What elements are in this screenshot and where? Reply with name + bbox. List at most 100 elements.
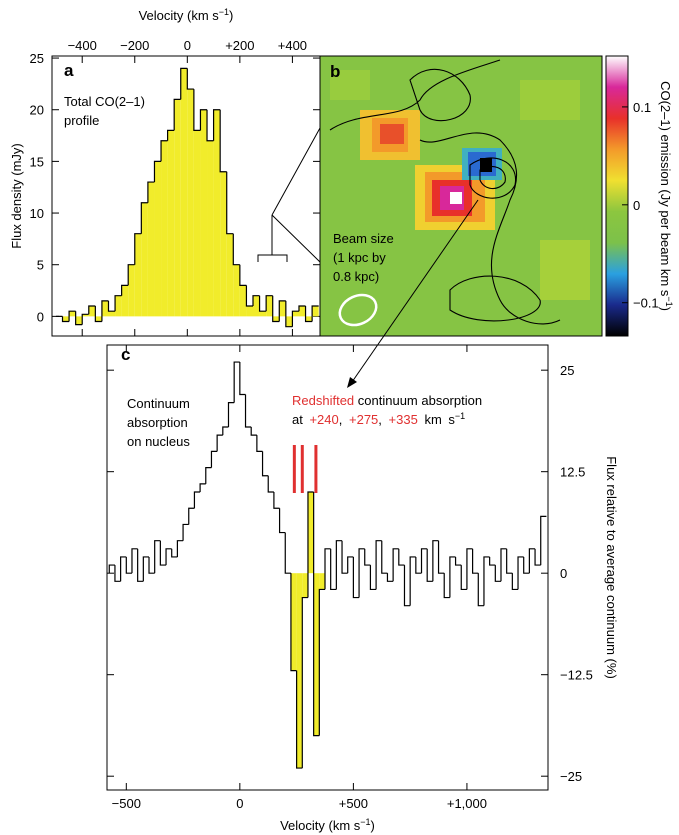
y-tick-label: 0 [560,566,567,581]
bar-outline [325,549,331,590]
y-tick-label: 5 [37,258,44,273]
bar-outline [302,598,308,769]
bar [207,141,214,317]
text-part: −1 [455,411,465,421]
bar-outline [353,557,359,598]
y-tick-label: 15 [30,154,44,169]
bar-outline [501,549,507,581]
bar-outline [348,557,354,573]
bar-outline [132,549,138,573]
bar-outline [433,541,439,582]
bar-outline [422,549,428,573]
annotation: 0.8 kpc) [333,269,379,284]
bar [141,203,148,317]
bar [308,492,314,573]
bar-outline [187,68,194,89]
bar-outline [240,265,247,286]
bar-outline [160,541,166,565]
bar [108,311,115,316]
bar-outline [404,565,410,606]
bar [297,573,303,768]
bar-outline [280,508,286,532]
bar [135,234,142,317]
bar-outline [387,573,393,581]
bar-outline [211,451,217,467]
bar [200,110,207,317]
bar-outline [393,549,399,581]
text-part: km s [418,412,456,427]
bar-outline [518,557,524,589]
panel-letter: a [64,61,74,80]
bar-outline [263,451,269,475]
bar [128,265,135,317]
bar-outline [416,557,422,573]
x-tick-label: 0 [184,38,191,53]
colorbar-tick-label: −0.1 [633,296,659,311]
annotation: absorption [127,415,188,430]
bar [115,296,122,317]
bar-outline [399,549,405,565]
bar-outline [172,549,178,557]
arrow-head [347,377,357,388]
bar [260,311,267,316]
y-axis-title: Flux density (mJy) [9,143,24,248]
bar-outline [189,508,195,524]
bar [220,172,227,317]
text-part: , [339,412,349,427]
bar-outline [240,362,246,394]
colorbar-tick-label: 0 [633,198,640,213]
bar-outline [260,296,267,311]
x-axis-title: Velocity (km s−1) [139,7,234,23]
bar [312,306,319,316]
bar-outline [319,589,325,735]
bar-outline [461,565,467,589]
bar-outline [183,524,189,540]
annotation: (1 kpc by [333,250,386,265]
bar-outline [524,557,530,573]
bar [266,296,273,317]
absorption-title: Redshifted continuum absorption [292,393,482,408]
bar [279,301,286,316]
y-tick-label: −12.5 [560,668,593,683]
bar-outline [359,549,365,598]
bar-outline [121,557,127,581]
bar-outline [143,557,149,581]
bar [286,316,293,326]
bar [187,89,194,316]
bar-outline [365,549,371,565]
text-part: ) [371,818,375,833]
y-tick-label: −25 [560,769,582,784]
bar [306,316,313,321]
bar-outline [450,557,456,598]
text-part: at [292,412,309,427]
bar-outline [149,557,155,573]
x-tick-label: −400 [68,38,97,53]
x-tick-label: −200 [120,38,149,53]
text-part: Redshifted [292,393,354,408]
connector [258,128,320,262]
colorbar [606,56,628,336]
text-part: , [378,412,388,427]
y-tick-label: 10 [30,206,44,221]
x-tick-label: +500 [339,796,368,811]
bar-outline [331,549,337,590]
text-part: −1 [664,296,674,306]
bar-outline [233,234,240,265]
co-map [320,56,602,336]
bar [168,130,175,316]
bar-outline [155,541,161,573]
bar [148,182,155,316]
x-tick-label: +400 [278,38,307,53]
x-tick-label: +1,000 [447,796,487,811]
x-axis-title: Velocity (km s−1) [280,817,375,833]
annotation: on nucleus [127,434,190,449]
bar-outline [512,573,518,589]
annotation: Beam size [333,231,394,246]
bar [302,573,308,597]
y-tick-label: 25 [560,363,574,378]
bar [154,161,161,316]
bar-outline [529,549,535,573]
text-part: continuum absorption [354,393,482,408]
bar-outline [427,549,433,581]
bar [95,316,102,321]
